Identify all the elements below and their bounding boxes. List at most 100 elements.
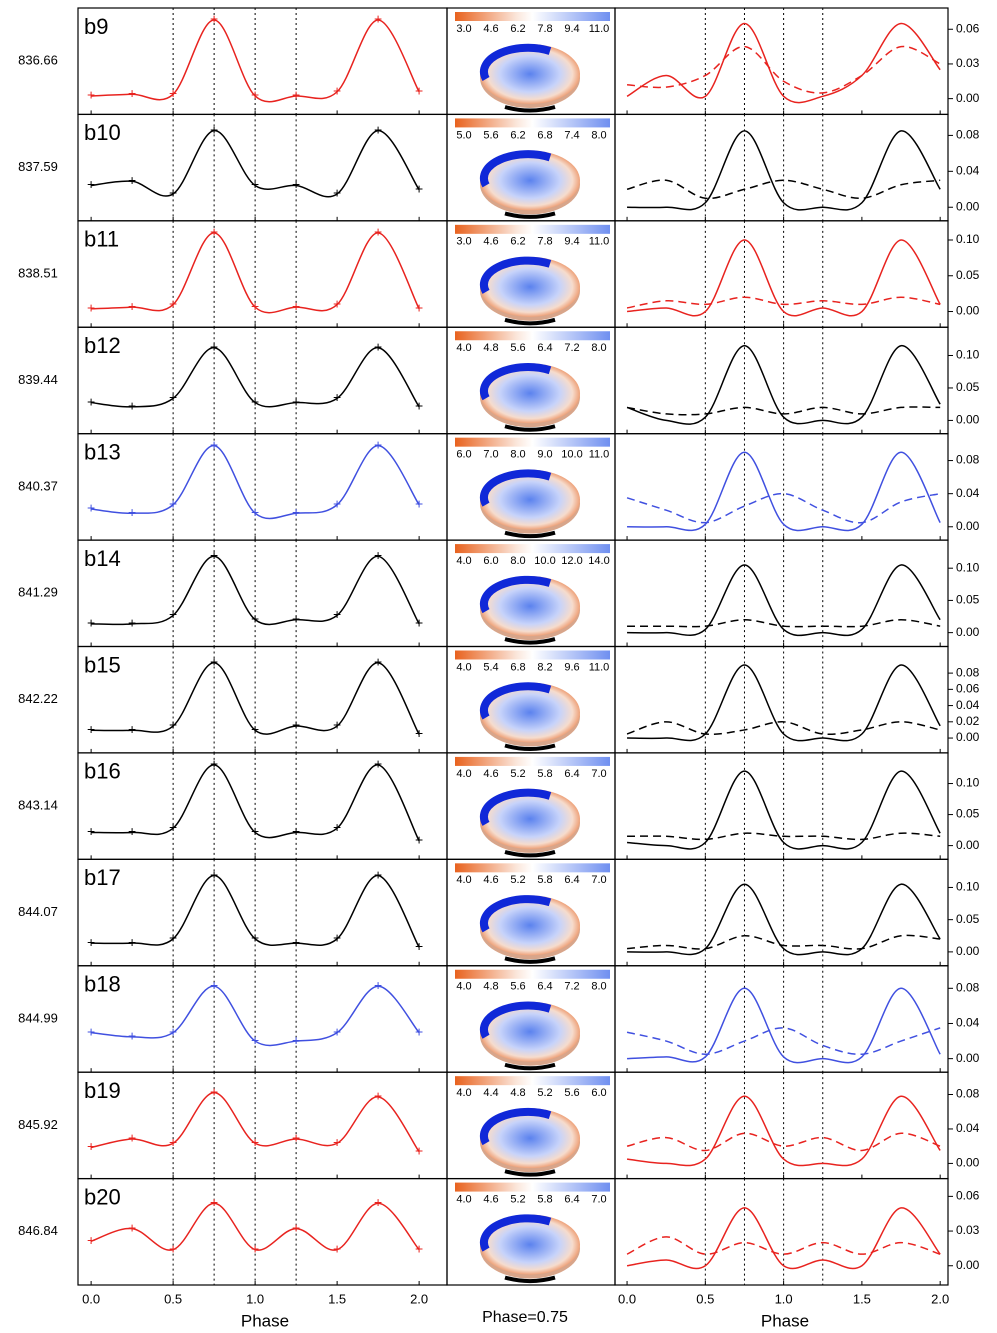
disk-shadow — [504, 424, 556, 432]
colorbar-label: 6.2 — [510, 236, 525, 248]
spot-arc — [480, 43, 552, 81]
panel-label: b19 — [84, 1078, 121, 1103]
colorbar-label: 9.4 — [564, 236, 579, 248]
data-point: + — [251, 610, 259, 626]
colorbar-label: 4.6 — [483, 874, 498, 886]
data-point: + — [374, 866, 382, 882]
data-point: + — [374, 977, 382, 993]
panel-frame — [77, 113, 448, 222]
panel-label: b16 — [84, 759, 121, 784]
x-tick-label: 0.5 — [696, 1291, 714, 1306]
data-point: + — [169, 1240, 177, 1256]
colorbar-label: 4.8 — [483, 342, 498, 354]
y-tick-label: 0.00 — [956, 730, 980, 744]
disk-shadow — [504, 105, 556, 113]
data-point: + — [333, 819, 341, 835]
date-label: 839.44 — [18, 372, 58, 387]
model-curve — [626, 492, 941, 524]
data-point: + — [169, 1023, 177, 1039]
data-point: + — [374, 1088, 382, 1104]
data-point: + — [169, 185, 177, 201]
data-point: + — [210, 224, 218, 240]
y-tick-label: 0.00 — [956, 1258, 980, 1272]
y-tick-label: 0.06 — [956, 1189, 980, 1203]
data-point: + — [169, 1134, 177, 1150]
y-tick-label: 0.03 — [956, 56, 980, 70]
data-point: + — [374, 121, 382, 137]
x-tick-label: 0.5 — [164, 1291, 182, 1306]
data-point: + — [415, 397, 423, 413]
colorbar-label: 4.0 — [456, 981, 471, 993]
colorbar-label: 7.2 — [564, 342, 579, 354]
spot-arc — [480, 150, 552, 188]
data-point: + — [251, 176, 259, 192]
colorbar — [455, 118, 610, 128]
date-label: 841.29 — [18, 585, 58, 600]
x-tick-label: 1.5 — [853, 1291, 871, 1306]
colorbar-label: 5.8 — [537, 1193, 552, 1205]
data-point: + — [128, 1028, 136, 1044]
data-point: + — [210, 121, 218, 137]
disk — [480, 44, 580, 104]
disk-shadow — [504, 317, 556, 326]
model-curve — [626, 1027, 941, 1056]
colorbar-label: 7.4 — [564, 129, 579, 141]
y-tick-label: 0.08 — [956, 665, 980, 679]
colorbar-label: 5.0 — [456, 129, 471, 141]
data-point: + — [128, 1130, 136, 1146]
panel-frame — [614, 433, 949, 541]
spot-arc — [480, 895, 552, 933]
colorbar — [455, 1182, 610, 1192]
colorbar-label: 6.0 — [483, 555, 498, 567]
model-curve — [626, 1207, 941, 1270]
fit-curve — [91, 444, 420, 520]
colorbar-label: 5.6 — [510, 342, 525, 354]
colorbar-label: 4.0 — [456, 874, 471, 886]
colorbar-label: 7.8 — [537, 23, 552, 35]
data-point: + — [169, 295, 177, 311]
data-point: + — [128, 615, 136, 631]
data-point: + — [333, 606, 341, 622]
data-point: + — [169, 495, 177, 511]
data-point: + — [128, 504, 136, 520]
data-point: + — [415, 495, 423, 511]
colorbar-label: 7.0 — [591, 768, 606, 780]
colorbar-label: 11.0 — [589, 661, 610, 673]
colorbar-label: 7.0 — [591, 874, 606, 886]
fit-curve — [91, 764, 420, 842]
panel-label: b10 — [84, 120, 121, 145]
y-tick-label: 0.10 — [956, 560, 980, 574]
model-curve — [626, 770, 941, 850]
colorbar-label: 5.2 — [510, 768, 525, 780]
y-tick-label: 0.10 — [956, 776, 980, 790]
panel-frame — [614, 220, 949, 328]
colorbar-label: 8.0 — [591, 342, 606, 354]
disk-shadow — [504, 530, 556, 539]
model-curve — [626, 1236, 941, 1255]
spot-arc — [480, 575, 552, 614]
date-label: 846.84 — [18, 1223, 58, 1238]
data-point: + — [374, 547, 382, 563]
y-tick-label: 0.10 — [956, 348, 980, 362]
data-point: + — [87, 1023, 95, 1039]
colorbar-label: 5.4 — [483, 661, 498, 673]
colorbar-label: 4.6 — [483, 768, 498, 780]
colorbar-label: 6.2 — [510, 23, 525, 35]
x-tick-label: 1.5 — [328, 1291, 346, 1306]
panel-frame — [614, 326, 949, 435]
data-point: + — [415, 725, 423, 741]
spot-arc — [480, 256, 552, 294]
data-point: + — [87, 1138, 95, 1154]
fit-curve — [91, 555, 420, 626]
y-tick-label: 0.05 — [956, 268, 980, 282]
colorbar-label: 4.8 — [483, 981, 498, 993]
date-label: 838.51 — [18, 265, 58, 280]
disk — [480, 150, 580, 211]
data-point: + — [251, 721, 259, 737]
y-tick-label: 0.04 — [956, 1121, 980, 1135]
y-tick-label: 0.08 — [956, 980, 980, 994]
data-point: + — [333, 185, 341, 201]
colorbar-label: 7.0 — [483, 449, 498, 461]
disk-shadow — [504, 211, 556, 219]
colorbar-label: 4.6 — [483, 1193, 498, 1205]
